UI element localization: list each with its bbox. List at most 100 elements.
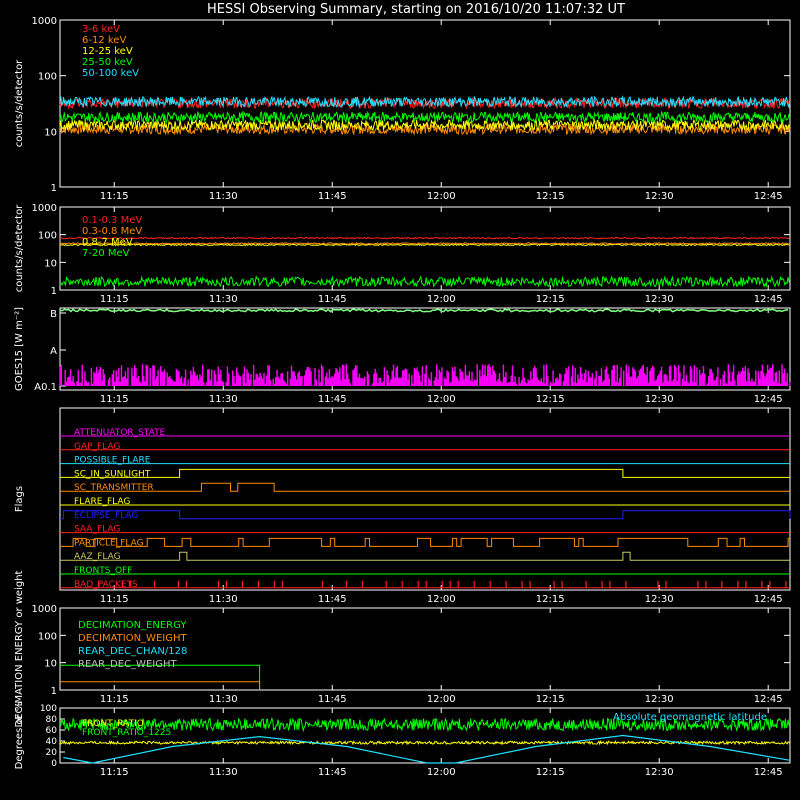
series-line-FRONT_RATIO	[59, 739, 791, 746]
x-tick-label: 12:30	[645, 594, 674, 605]
panel-frame	[59, 307, 791, 391]
x-tick-label: 12:15	[536, 594, 565, 605]
x-tick-label: 11:45	[318, 394, 347, 405]
x-tick-label: 12:00	[427, 394, 456, 405]
x-tick-label: 11:30	[209, 294, 238, 305]
y-tick-label: 1	[51, 286, 57, 297]
y-axis-label: Degrees or %	[14, 702, 25, 770]
x-tick-label: 11:30	[209, 594, 238, 605]
y-tick-label: 1	[51, 183, 57, 194]
legend-entry: 3-6 keV	[82, 24, 120, 35]
x-tick-label: 12:15	[536, 294, 565, 305]
x-tick-label: 12:45	[754, 594, 783, 605]
flag-label: SAA_FLAG	[74, 525, 120, 535]
y-axis-label: counts/s/detector	[14, 204, 25, 292]
y-tick-label: 10	[44, 258, 57, 269]
x-tick-label: 11:15	[100, 594, 129, 605]
y-tick-label: 20	[46, 748, 58, 758]
x-tick-label: 11:45	[318, 191, 347, 202]
y-tick-label: 1000	[32, 604, 57, 615]
x-tick-label: 11:45	[318, 767, 347, 778]
series-line-DECIMATION_WEIGHT	[60, 681, 261, 690]
y-axis-label: Flags	[14, 486, 25, 512]
x-tick-label: 11:30	[209, 394, 238, 405]
flag-label: ATTENUATOR_STATE	[74, 428, 166, 438]
y-axis-label: GOES15 [W m⁻²]	[14, 307, 25, 391]
x-tick-label: 11:30	[209, 694, 238, 705]
x-tick-label: 12:00	[427, 767, 456, 778]
series-line-25-50 keV	[59, 110, 791, 124]
flag-label: BAD_PACKETS	[74, 580, 138, 590]
chart-title: HESSI Observing Summary, starting on 201…	[207, 2, 625, 17]
legend-entry: 50-100 keV	[82, 68, 139, 79]
y-tick-label: A0.1	[34, 382, 57, 393]
y-tick-label: 100	[38, 231, 57, 242]
flag-line	[60, 537, 790, 547]
x-tick-label: 11:45	[318, 694, 347, 705]
x-tick-label: 11:15	[100, 294, 129, 305]
x-tick-label: 12:15	[536, 394, 565, 405]
x-tick-label: 11:15	[100, 394, 129, 405]
y-axis-label: counts/s/detector	[14, 59, 25, 147]
y-tick-label: 1000	[32, 16, 57, 27]
y-tick-label: 1000	[32, 203, 57, 214]
y-axis-label: DECIMATION ENERGY or weight	[14, 570, 25, 727]
series-line-7-20 MeV	[60, 275, 790, 288]
flag-label: PARTICLE_FLAG	[74, 538, 144, 548]
y-tick-label: 0	[51, 759, 57, 769]
series-line-FRONT_RATIO_1225	[59, 716, 791, 733]
x-tick-label: 11:15	[100, 191, 129, 202]
panel-4: 11:15 11:30 11:45 12:00 12:15 12:30 12:45 Flags…	[14, 407, 791, 605]
flag-label: FLARE_FLAG	[74, 497, 130, 507]
x-tick-label: 12:15	[536, 767, 565, 778]
legend-entry: DECIMATION_WEIGHT	[78, 633, 187, 644]
x-tick-label: 12:30	[645, 294, 674, 305]
flag-label: SC_TRANSMITTER	[74, 483, 154, 493]
flag-label: GAP_FLAG	[74, 442, 120, 452]
panel-frame	[59, 607, 791, 691]
series-line-12-25 keV	[59, 118, 791, 132]
y-tick-label: 1	[51, 686, 57, 697]
y-tick-label: 100	[38, 631, 57, 642]
legend-entry: REAR_DEC_WEIGHT	[78, 659, 177, 670]
y-tick-label: 60	[46, 726, 58, 736]
panel-2: 11:15 11:30 11:45 12:00 12:15 12:30 12:45 count…	[14, 203, 791, 305]
x-tick-label: 12:30	[645, 191, 674, 202]
x-tick-label: 12:00	[427, 594, 456, 605]
x-tick-label: 12:45	[754, 294, 783, 305]
x-tick-label: 12:00	[427, 191, 456, 202]
flag-line	[60, 551, 790, 561]
x-tick-label: 11:45	[318, 294, 347, 305]
flag-line	[60, 482, 790, 492]
legend-entry: FRONT_RATIO_1225	[82, 728, 171, 738]
panel-1: 11:15 11:30 11:45 12:00 12:15 12:30 12:45 count…	[14, 16, 791, 202]
legend-entry: 12-25 keV	[82, 46, 133, 57]
x-tick-label: 11:30	[209, 767, 238, 778]
legend-entry: FRONT_RATIO	[82, 719, 144, 729]
panel-5: 11:15 11:30 11:45 12:00 12:15 12:30 12:45 DECIM…	[14, 570, 791, 727]
legend-entry: 25-50 keV	[82, 57, 133, 68]
legend-entry: Absolute geomagnetic latitude	[613, 712, 767, 723]
y-tick-label: 100	[38, 72, 57, 83]
legend-entry: REAR_DEC_CHAN/128	[78, 646, 187, 657]
goes-long-line	[59, 308, 789, 313]
panel-frame	[59, 206, 791, 291]
x-tick-label: 12:15	[536, 191, 565, 202]
flag-label: POSSIBLE_FLARE	[74, 456, 151, 466]
series-line-0.8-7 MeV	[59, 243, 790, 247]
flag-label: ECLIPSE_FLAG	[74, 511, 138, 521]
panel-3: 11:15 11:30 11:45 12:00 12:15 12:30 12:45 GOES1…	[14, 307, 791, 405]
series-line-latitude	[63, 734, 791, 764]
legend-entry: 7-20 MeV	[82, 248, 130, 259]
panel-frame	[59, 407, 791, 591]
y-tick-label: 100	[40, 704, 57, 714]
y-tick-label: 10	[44, 659, 57, 670]
series-line-50-100 keV	[59, 95, 791, 109]
x-tick-label: 12:15	[536, 694, 565, 705]
flag-line	[60, 468, 790, 478]
y-tick-label: 40	[46, 737, 58, 747]
legend-entry: DECIMATION_ENERGY	[78, 620, 187, 631]
x-tick-label: 12:30	[645, 394, 674, 405]
